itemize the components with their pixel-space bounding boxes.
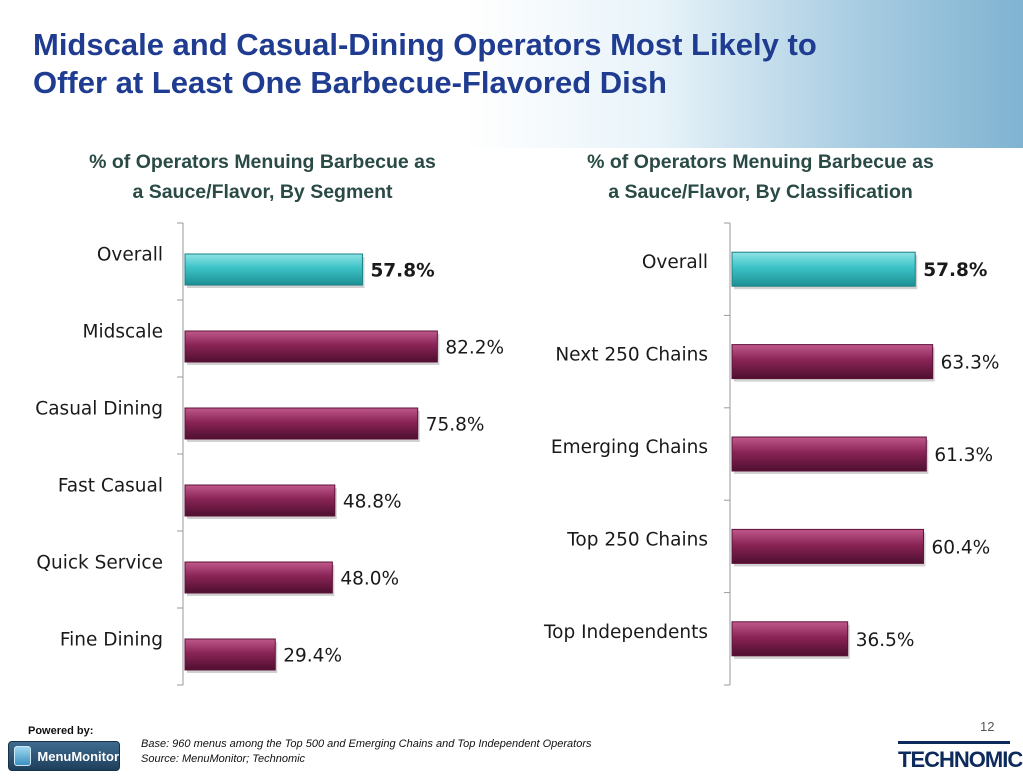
source-footnote: Source: MenuMonitor; Technomic	[141, 753, 306, 765]
cls-bar-top-250-chains	[731, 528, 924, 564]
slide-title: Midscale and Casual-Dining Operators Mos…	[33, 26, 893, 102]
cls-category-label: Overall	[642, 252, 708, 273]
seg-bar-overall	[184, 253, 363, 286]
seg-value-label: 48.8%	[343, 492, 402, 513]
technomic-logo: TECHNOMIC	[898, 741, 1023, 773]
right-chart-title-line-1: % of Operators Menuing Barbecue as	[587, 151, 934, 173]
seg-category-label: Quick Service	[36, 553, 163, 574]
slide-title-line-1: Midscale and Casual-Dining Operators Mos…	[33, 27, 817, 62]
base-footnote: Base: 960 menus among the Top 500 and Em…	[141, 738, 592, 750]
header-decoration	[463, 0, 1023, 148]
cls-value-label: 36.5%	[856, 630, 915, 651]
menumonitor-logo: MenuMonitor	[8, 741, 120, 771]
right-chart-title: % of Operators Menuing Barbecue as a Sau…	[538, 147, 983, 207]
left-chart-title: % of Operators Menuing Barbecue as a Sau…	[40, 147, 485, 207]
cls-category-label: Top 250 Chains	[566, 529, 708, 550]
technomic-logo-text: TECHNOMIC	[898, 747, 1023, 772]
seg-bar-midscale	[184, 330, 438, 363]
technomic-logo-bar	[898, 741, 1010, 744]
slide-title-line-2: Offer at Least One Barbecue-Flavored Dis…	[33, 65, 667, 100]
seg-bar-fine-dining	[184, 638, 276, 671]
cls-bar-overall	[731, 251, 916, 287]
left-chart-title-line-1: % of Operators Menuing Barbecue as	[89, 151, 436, 173]
cls-value-label: 63.3%	[941, 353, 1000, 374]
seg-value-label: 48.0%	[340, 569, 399, 590]
seg-bar-fast-casual	[184, 484, 336, 517]
left-chart-title-line-2: a Sauce/Flavor, By Segment	[132, 181, 393, 203]
seg-value-label: 75.8%	[426, 415, 485, 436]
right-chart-title-line-2: a Sauce/Flavor, By Classification	[608, 181, 913, 203]
menumonitor-logo-text: MenuMonitor	[37, 748, 119, 764]
powered-by-label: Powered by:	[28, 725, 94, 737]
seg-value-label: 29.4%	[283, 646, 342, 667]
cls-category-label: Top Independents	[543, 622, 708, 643]
menumonitor-logo-icon	[14, 746, 32, 766]
page-number: 12	[980, 719, 995, 734]
cls-bar-emerging-chains	[731, 436, 927, 472]
seg-value-label: 57.8%	[370, 261, 434, 282]
seg-category-label: Overall	[97, 245, 163, 266]
cls-category-label: Next 250 Chains	[555, 345, 708, 366]
cls-bar-next-250-chains	[731, 344, 934, 380]
seg-category-label: Casual Dining	[35, 399, 163, 420]
cls-value-label: 61.3%	[934, 445, 993, 466]
seg-category-label: Midscale	[82, 322, 163, 343]
cls-value-label: 60.4%	[931, 537, 990, 558]
seg-bar-quick-service	[184, 561, 333, 594]
seg-bar-casual-dining	[184, 407, 419, 440]
cls-category-label: Emerging Chains	[551, 437, 708, 458]
cls-value-label: 57.8%	[923, 260, 987, 281]
seg-category-label: Fine Dining	[60, 630, 163, 651]
seg-category-label: Fast Casual	[58, 476, 163, 497]
cls-bar-top-independents	[731, 621, 849, 657]
seg-value-label: 82.2%	[445, 338, 504, 359]
